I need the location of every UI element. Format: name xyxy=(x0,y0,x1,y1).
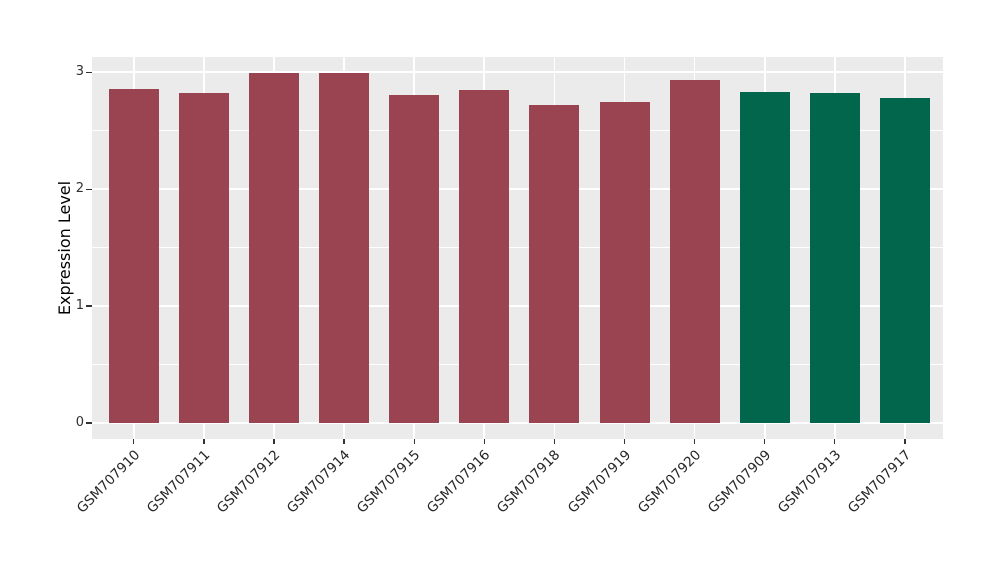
x-tick-mark xyxy=(764,439,766,444)
gridline-major xyxy=(92,188,943,191)
y-tick-mark xyxy=(86,188,92,190)
y-tick-mark xyxy=(86,305,92,307)
gridline-minor xyxy=(92,247,943,249)
plot-panel xyxy=(92,57,943,439)
gridline-major xyxy=(92,422,943,424)
y-tick-label: 3 xyxy=(75,64,84,80)
x-tick-label: GSM707913 xyxy=(774,447,845,517)
y-tick-label: 1 xyxy=(75,298,84,314)
gridline-minor xyxy=(92,364,943,366)
x-tick-mark xyxy=(343,439,345,444)
x-tick-label: GSM707920 xyxy=(634,447,704,517)
x-tick-mark xyxy=(203,439,205,444)
bar-GSM707918 xyxy=(529,105,580,423)
x-tick-mark xyxy=(273,439,275,444)
gridline-minor xyxy=(92,130,943,132)
x-tick-mark xyxy=(483,439,485,444)
x-tick-mark xyxy=(693,439,696,444)
x-tick-label: GSM707912 xyxy=(213,447,284,517)
y-tick-label: 2 xyxy=(75,181,84,197)
x-tick-mark xyxy=(553,439,556,444)
x-tick-mark xyxy=(623,439,626,444)
y-axis-title: Expression Level xyxy=(55,180,74,316)
x-tick-label: GSM707915 xyxy=(354,447,424,517)
x-tick-label: GSM707914 xyxy=(283,447,354,517)
x-tick-label: GSM707919 xyxy=(564,447,634,517)
x-tick-label: GSM707911 xyxy=(143,447,214,517)
bar-GSM707910 xyxy=(108,88,159,423)
y-tick-label: 0 xyxy=(75,415,84,430)
bar-GSM707911 xyxy=(178,93,229,423)
bar-GSM707916 xyxy=(459,89,510,423)
y-tick-mark xyxy=(86,71,92,73)
x-tick-mark xyxy=(834,439,836,444)
gridline-major xyxy=(92,305,943,307)
bar-GSM707914 xyxy=(319,73,370,423)
bar-GSM707912 xyxy=(249,73,299,423)
x-tick-mark xyxy=(133,439,135,444)
x-tick-label: GSM707918 xyxy=(494,447,564,517)
bar-GSM707915 xyxy=(389,94,440,423)
bar-GSM707920 xyxy=(669,80,720,423)
bar-GSM707917 xyxy=(879,98,930,423)
bar-GSM707913 xyxy=(809,93,860,423)
y-tick-mark xyxy=(86,422,92,424)
x-tick-mark xyxy=(904,439,906,444)
x-tick-label: GSM707910 xyxy=(73,447,144,517)
x-tick-mark xyxy=(413,439,415,444)
bar-GSM707919 xyxy=(599,101,650,423)
x-tick-label: GSM707909 xyxy=(704,447,775,517)
gridline-major xyxy=(92,71,943,74)
x-tick-label: GSM707916 xyxy=(424,447,494,517)
bar-GSM707909 xyxy=(739,92,790,423)
x-tick-label: GSM707917 xyxy=(844,447,915,517)
